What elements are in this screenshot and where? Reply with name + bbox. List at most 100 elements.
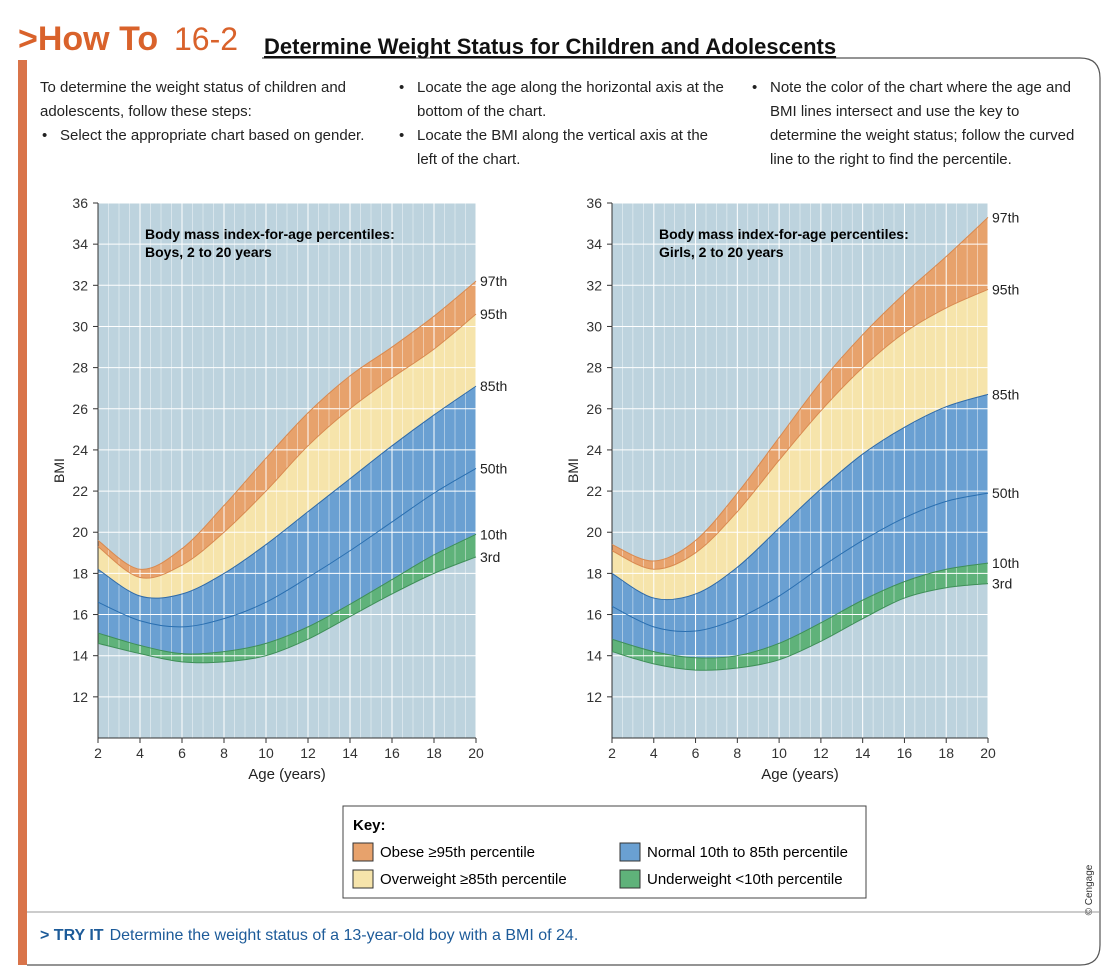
- chart-subtitle: Girls, 2 to 20 years: [659, 244, 784, 260]
- key-label: Normal 10th to 85th percentile: [647, 844, 848, 861]
- key-swatch: [352, 842, 374, 862]
- chart-subtitle: Boys, 2 to 20 years: [145, 244, 272, 260]
- x-tick-label: 10: [258, 745, 274, 761]
- y-tick-label: 30: [72, 318, 88, 334]
- x-tick-label: 16: [897, 745, 913, 761]
- y-tick-label: 32: [72, 277, 88, 293]
- key-swatch: [352, 869, 374, 889]
- step: Locate the age along the horizontal axis…: [397, 76, 727, 124]
- y-tick-label: 14: [72, 648, 88, 664]
- key-swatch: [619, 842, 641, 862]
- y-tick-label: 32: [586, 277, 602, 293]
- x-axis-label: Age (years): [248, 766, 326, 783]
- page-title: Determine Weight Status for Children and…: [264, 34, 836, 59]
- percentile-line: [97, 385, 477, 599]
- y-axis-label: BMI: [51, 458, 67, 483]
- x-axis-label: Age (years): [761, 766, 839, 783]
- y-tick-label: 18: [586, 565, 602, 581]
- x-tick-label: 8: [220, 745, 228, 761]
- y-tick-label: 36: [72, 195, 88, 211]
- percentile-line: [611, 562, 989, 659]
- key-box: [342, 805, 867, 899]
- chart-title: Body mass index-for-age percentiles:: [659, 226, 909, 242]
- percentile-line: [97, 280, 477, 570]
- try-it-text: Determine the weight status of a 13-year…: [109, 927, 579, 944]
- intro: To determine the weight status of childr…: [40, 79, 347, 120]
- key-label: Overweight ≥85th percentile: [380, 871, 567, 888]
- how-to-label: >How To: [18, 20, 158, 58]
- percentile-label: 10th: [992, 555, 1019, 571]
- y-tick-label: 34: [586, 236, 602, 252]
- x-tick-label: 4: [136, 745, 144, 761]
- y-tick-label: 26: [72, 401, 88, 417]
- percentile-label: 97th: [992, 209, 1019, 225]
- percentile-label: 50th: [480, 460, 507, 476]
- step: Select the appropriate chart based on ge…: [40, 124, 370, 148]
- y-tick-label: 14: [586, 648, 602, 664]
- x-tick-label: 8: [733, 745, 741, 761]
- percentile-label: 10th: [480, 526, 507, 542]
- y-tick-label: 20: [586, 524, 602, 540]
- y-tick-label: 24: [72, 442, 88, 458]
- y-tick-label: 28: [72, 360, 88, 376]
- percentile-line: [611, 217, 989, 562]
- key-title: Key:: [353, 817, 386, 834]
- x-tick-label: 10: [771, 745, 787, 761]
- y-tick-label: 22: [586, 483, 602, 499]
- x-tick-label: 14: [342, 745, 358, 761]
- x-tick-label: 20: [468, 745, 484, 761]
- x-tick-label: 12: [813, 745, 829, 761]
- percentile-line: [97, 468, 477, 628]
- percentile-label: 95th: [480, 306, 507, 322]
- column: To determine the weight status of childr…: [40, 76, 370, 148]
- y-tick-label: 30: [586, 318, 602, 334]
- accent-bar: [18, 60, 27, 965]
- y-tick-label: 26: [586, 401, 602, 417]
- y-tick-label: 22: [72, 483, 88, 499]
- percentile-label: 3rd: [992, 576, 1012, 592]
- page-border: [27, 57, 1101, 966]
- x-tick-label: 6: [692, 745, 700, 761]
- x-tick-label: 14: [855, 745, 871, 761]
- percentile-label: 3rd: [480, 549, 500, 565]
- x-tick-label: 12: [300, 745, 316, 761]
- percentile-label: 50th: [992, 485, 1019, 501]
- x-tick-label: 2: [94, 745, 102, 761]
- y-tick-label: 16: [72, 607, 88, 623]
- percentile-line: [97, 313, 477, 579]
- try-it: > TRY IT Determine the weight status of a…: [40, 927, 578, 945]
- key-label: Obese ≥95th percentile: [380, 844, 535, 861]
- x-tick-label: 4: [650, 745, 658, 761]
- credit: © Cengage: [1084, 864, 1095, 915]
- try-it-label: > TRY IT: [40, 927, 104, 944]
- x-tick-label: 16: [384, 745, 400, 761]
- percentile-line: [97, 556, 477, 664]
- x-tick-label: 18: [426, 745, 442, 761]
- y-tick-label: 12: [72, 689, 88, 705]
- percentile-line: [97, 533, 477, 655]
- y-axis-label: BMI: [565, 458, 581, 483]
- how-to-number: 16-2: [174, 21, 238, 57]
- chart-title: Body mass index-for-age percentiles:: [145, 226, 395, 242]
- column: Note the color of the chart where the ag…: [750, 76, 1080, 172]
- key-swatch: [619, 869, 641, 889]
- percentile-label: 85th: [992, 386, 1019, 402]
- y-tick-label: 12: [586, 689, 602, 705]
- y-tick-label: 36: [586, 195, 602, 211]
- percentile-label: 95th: [992, 281, 1019, 297]
- y-tick-label: 16: [586, 607, 602, 623]
- percentile-line: [611, 583, 989, 671]
- y-tick-label: 34: [72, 236, 88, 252]
- x-tick-label: 6: [178, 745, 186, 761]
- y-tick-label: 24: [586, 442, 602, 458]
- percentile-label: 85th: [480, 378, 507, 394]
- percentile-label: 97th: [480, 273, 507, 289]
- x-tick-label: 20: [980, 745, 996, 761]
- column: Locate the age along the horizontal axis…: [397, 76, 727, 172]
- y-tick-label: 28: [586, 360, 602, 376]
- step: Locate the BMI along the vertical axis a…: [397, 124, 727, 172]
- y-tick-label: 18: [72, 565, 88, 581]
- x-tick-label: 2: [608, 745, 616, 761]
